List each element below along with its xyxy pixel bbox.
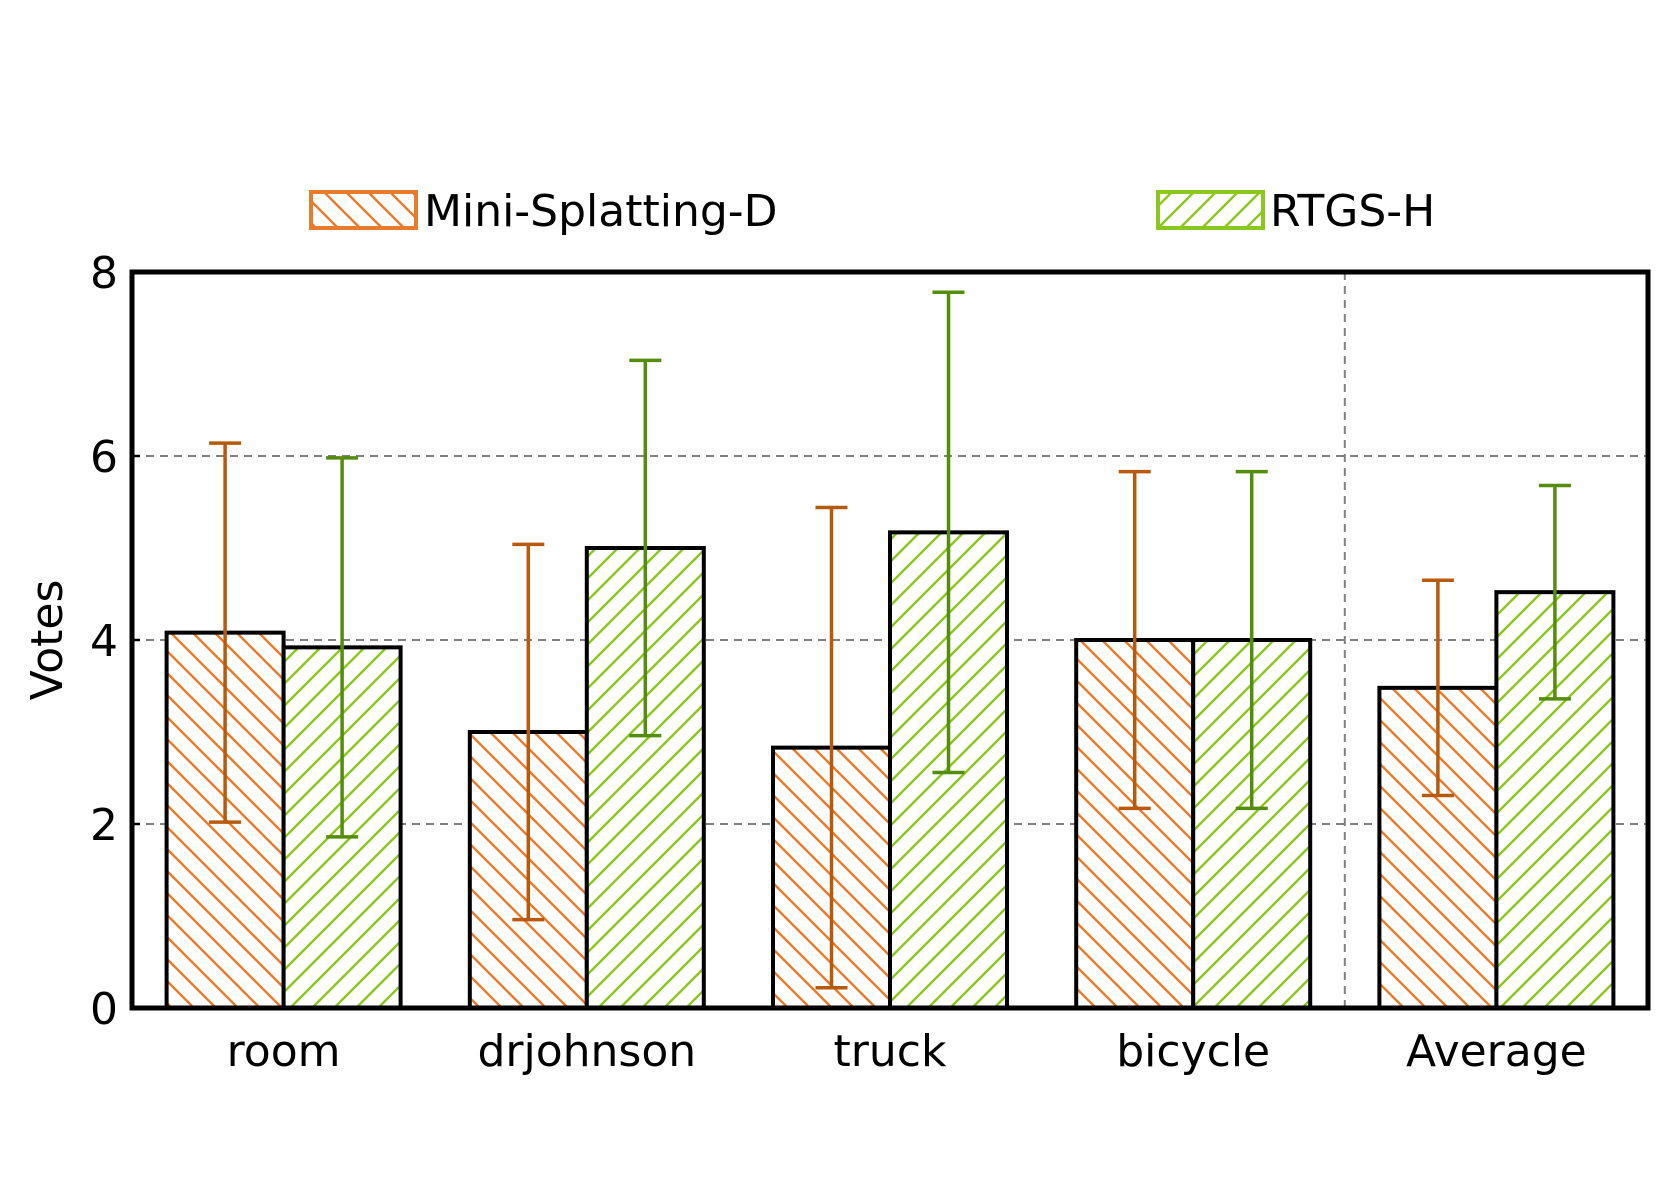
x-tick-label-truck: truck — [834, 1026, 947, 1077]
x-axis-ticks: room drjohnson truck bicycle Average — [227, 1026, 1587, 1077]
error-bar-mini-splatting-d-bicycle — [1118, 469, 1151, 811]
legend: Mini-Splatting-D RTGS-H — [309, 186, 1435, 237]
y-axis-ticks: 0 2 4 6 8 — [90, 248, 140, 1035]
error-bar-rtgs-h-truck — [932, 290, 965, 775]
x-tick-label-drjohnson: drjohnson — [477, 1026, 696, 1077]
y-axis-title: Votes — [22, 580, 73, 701]
x-tick-label-average: Average — [1406, 1026, 1587, 1077]
error-bar-mini-splatting-d-room — [209, 441, 242, 824]
y-tick-label-2: 2 — [90, 800, 118, 851]
x-tick-label-bicycle: bicycle — [1116, 1026, 1270, 1077]
legend-label-rtgs-h: RTGS-H — [1270, 186, 1435, 237]
error-bar-mini-splatting-d-truck — [815, 505, 848, 990]
error-bar-rtgs-h-drjohnson — [629, 358, 662, 738]
error-bar-mini-splatting-d-drjohnson — [512, 542, 545, 922]
legend-swatch-mini-splatting-d — [309, 190, 418, 230]
error-bar-mini-splatting-d-average — [1421, 578, 1454, 798]
y-tick-label-0: 0 — [90, 984, 118, 1035]
error-bars — [209, 290, 1571, 990]
legend-swatch-rtgs-h — [1156, 190, 1265, 230]
y-tick-label-4: 4 — [90, 616, 118, 667]
legend-label-mini-splatting-d: Mini-Splatting-D — [424, 186, 778, 237]
y-tick-label-8: 8 — [90, 248, 118, 299]
error-bar-rtgs-h-bicycle — [1235, 469, 1268, 811]
bars — [164, 530, 1616, 1011]
error-bar-rtgs-h-room — [326, 456, 359, 839]
x-tick-label-room: room — [227, 1026, 341, 1077]
error-bar-rtgs-h-average — [1538, 483, 1571, 701]
y-tick-label-6: 6 — [90, 432, 118, 483]
